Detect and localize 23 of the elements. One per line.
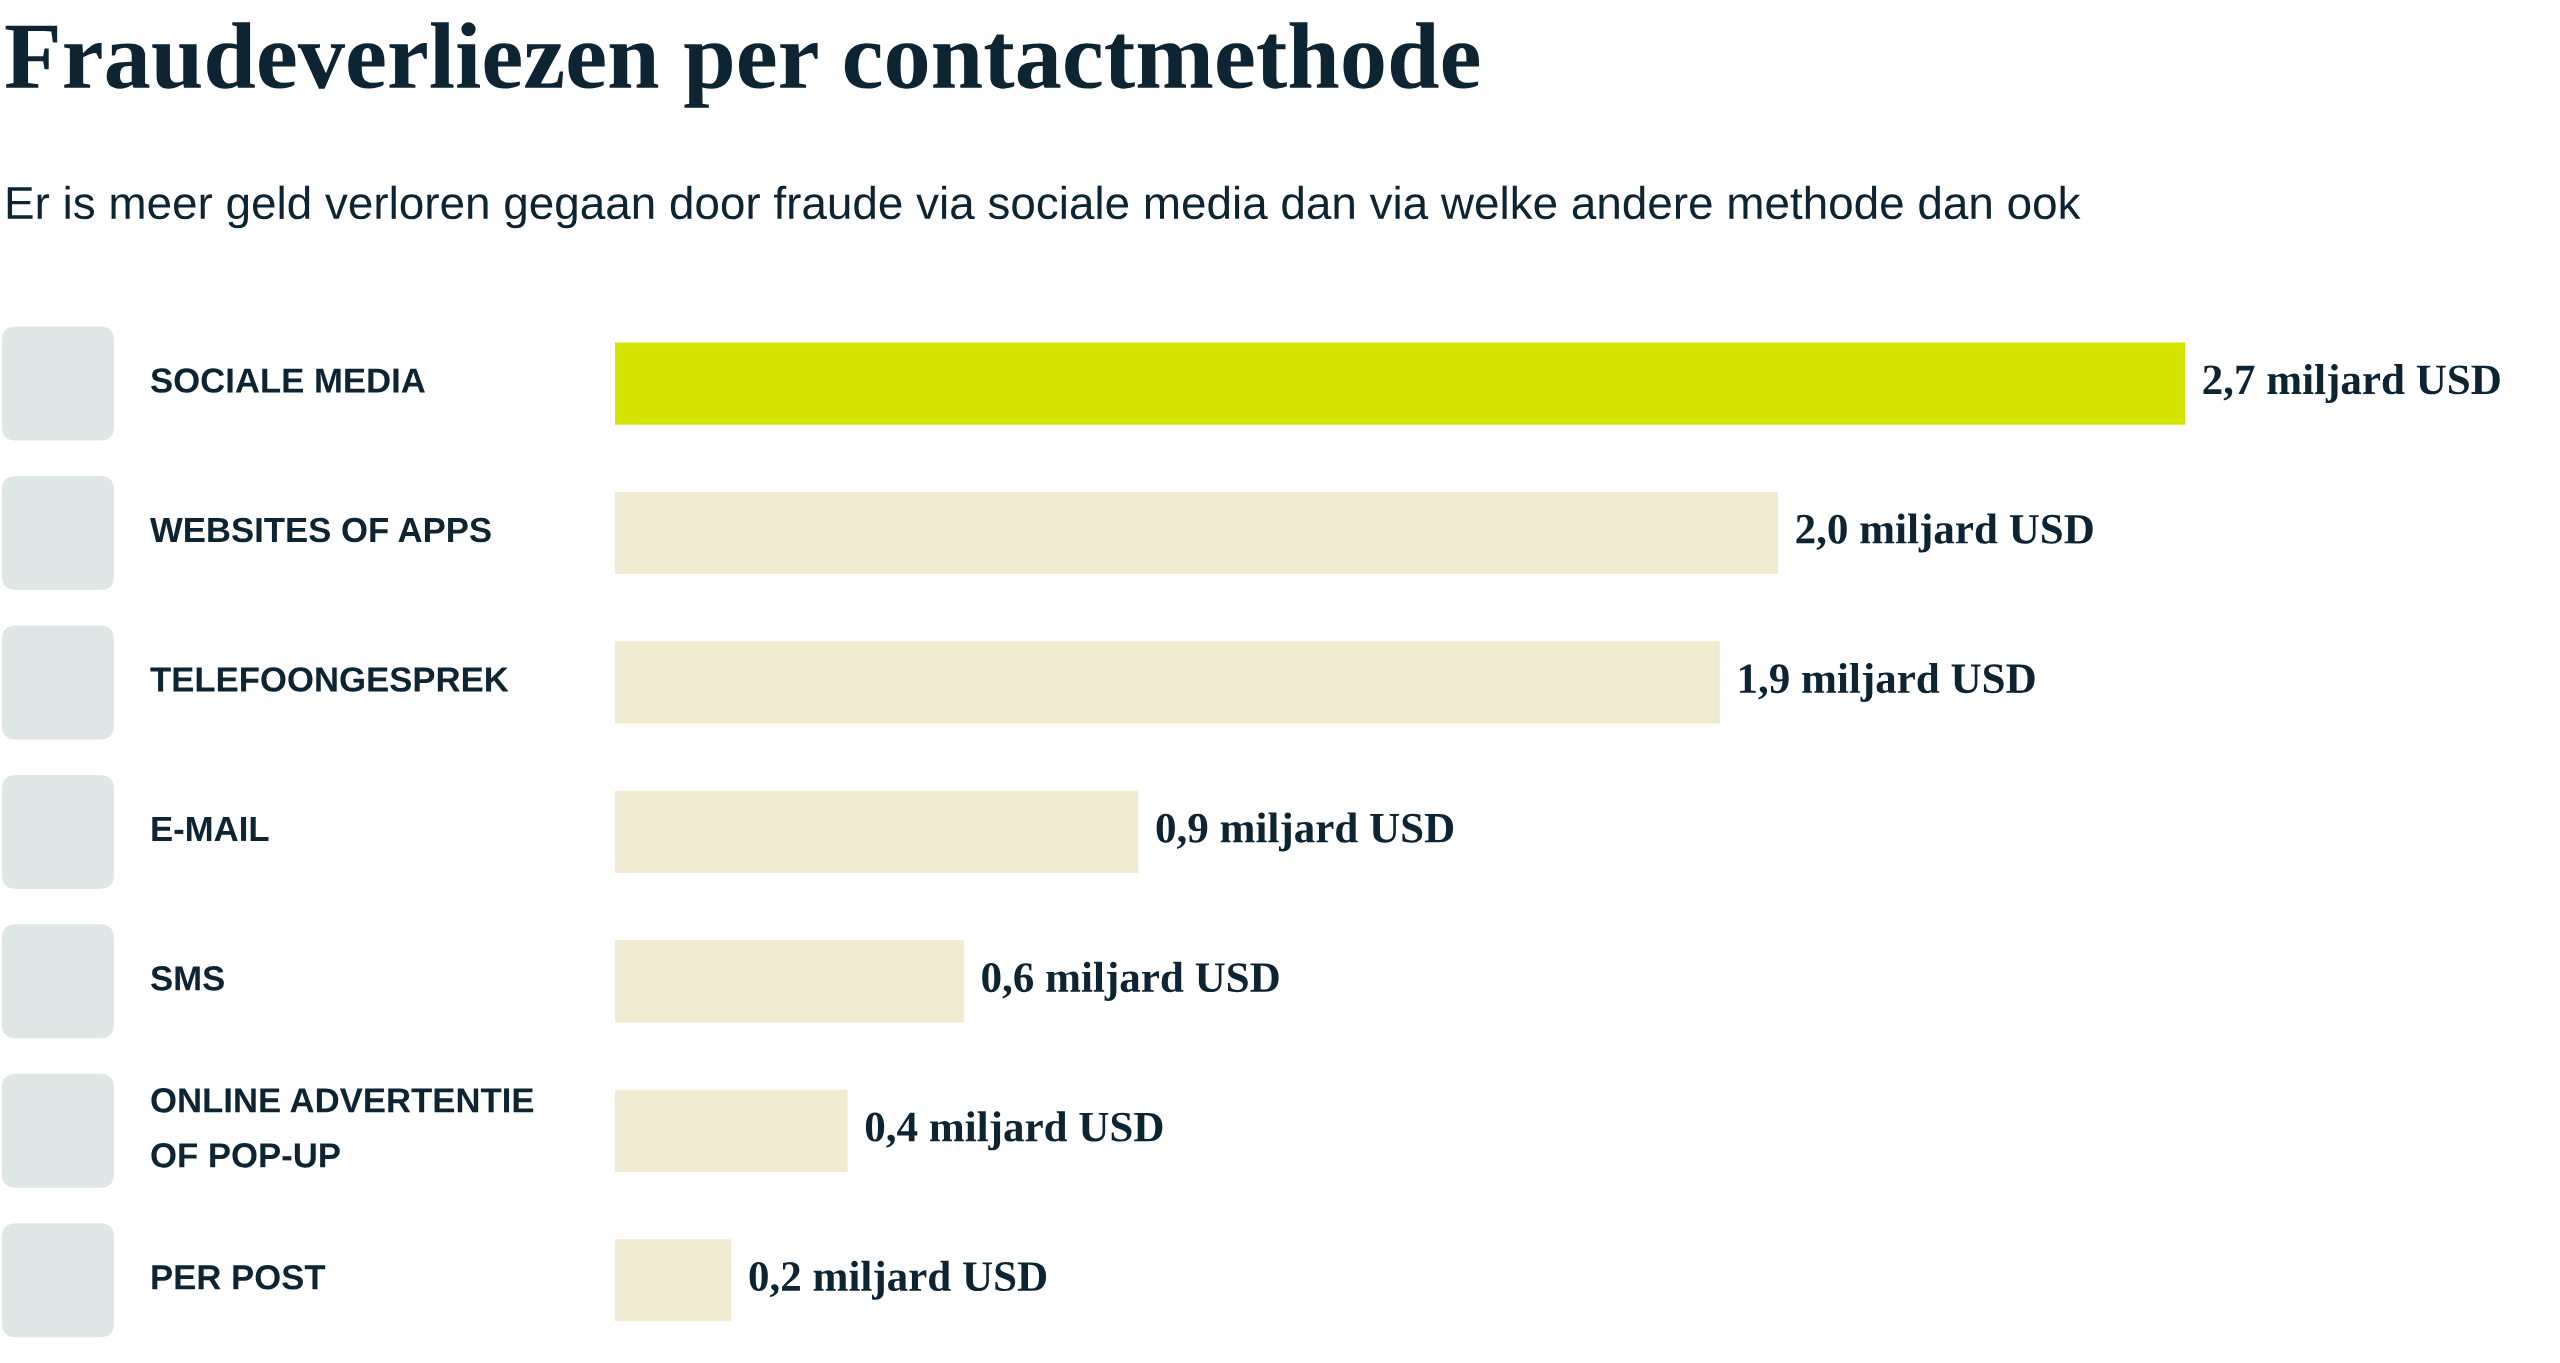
data-label: 2,7 miljard USD	[2203, 364, 2500, 404]
y-tick-label: E-MAIL	[152, 817, 269, 841]
bar	[615, 491, 1778, 575]
data-label: 1,9 miljard USD	[1739, 662, 2035, 702]
y-tick-label: SOCIALE MEDIA	[151, 368, 425, 393]
bar	[615, 1239, 732, 1322]
data-label: 0,4 miljard USD	[865, 1111, 1163, 1151]
bar	[615, 940, 964, 1023]
data-label: 0,6 miljard USD	[982, 961, 1279, 1001]
bar	[615, 342, 2185, 425]
y-tick-label: PER POST	[152, 1265, 326, 1290]
bar	[615, 1089, 848, 1172]
y-tick-label: TELEFOONGESPREK	[150, 667, 509, 692]
data-label: 0,9 miljard USD	[1156, 812, 1454, 852]
chart-title: Fraudeverliezen per contactmethode	[5, 22, 1480, 108]
y-tick-label: ONLINE ADVERTENTIE OF POP-UP	[151, 1088, 534, 1168]
data-label: 0,2 miljard USD	[749, 1260, 1047, 1300]
bar	[615, 641, 1720, 724]
chart-subtitle: Er is meer geld verloren gegaan door fraude via sociale media dan via welke andere methode dan ook	[7, 185, 2081, 229]
data-label: 2,0 miljard USD	[1796, 513, 2093, 553]
y-tick-label: WEBSITES OF APPS	[150, 517, 491, 543]
y-tick-label: SMS	[151, 966, 224, 991]
bar	[615, 790, 1139, 874]
